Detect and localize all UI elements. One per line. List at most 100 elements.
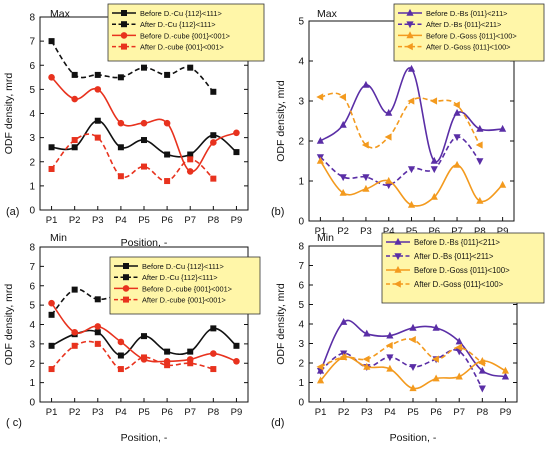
data-point xyxy=(94,329,101,336)
data-point xyxy=(117,338,125,346)
legend-swatch-marker xyxy=(406,31,414,39)
data-point xyxy=(233,129,240,137)
data-point xyxy=(48,74,55,81)
data-point xyxy=(48,144,55,151)
data-point xyxy=(117,74,124,81)
legend-entry: After D.-Goss {011}<100> xyxy=(414,280,504,289)
series-4 xyxy=(48,340,217,373)
data-point xyxy=(432,374,440,382)
data-point xyxy=(452,101,460,109)
x-tick-label: P5 xyxy=(138,215,150,226)
panel-label: ( c) xyxy=(6,417,22,429)
x-tick-label: P9 xyxy=(231,407,243,418)
data-point xyxy=(94,134,101,141)
y-tick-label: 1 xyxy=(29,181,35,192)
legend-swatch-marker xyxy=(123,263,129,269)
x-tick-label: P9 xyxy=(500,407,512,418)
x-tick-label: P9 xyxy=(497,226,509,237)
x-tick-label: P8 xyxy=(474,226,486,237)
data-point xyxy=(432,323,440,331)
y-tick-label: 1 xyxy=(298,177,304,188)
data-point xyxy=(71,137,78,144)
panel-label: (d) xyxy=(271,417,284,429)
x-tick-label: P2 xyxy=(69,215,81,226)
data-point xyxy=(362,80,370,88)
y-tick-label: 3 xyxy=(298,97,304,108)
x-tick-label: P6 xyxy=(161,215,173,226)
data-point xyxy=(187,156,194,163)
y-tick-label: 7 xyxy=(29,262,35,273)
x-tick-label: P1 xyxy=(315,407,327,418)
legend-swatch-marker xyxy=(123,296,129,303)
data-point xyxy=(455,372,463,380)
data-point xyxy=(117,352,124,359)
data-point xyxy=(164,178,171,185)
data-point xyxy=(339,188,347,196)
y-tick-label: 2 xyxy=(298,359,304,370)
data-point xyxy=(362,184,370,192)
legend-entry: Before D.-Cu {112}<111> xyxy=(142,262,224,271)
x-tick-label: P8 xyxy=(208,407,220,418)
x-tick-label: P6 xyxy=(430,407,442,418)
data-point xyxy=(163,119,171,127)
x-tick-label: P6 xyxy=(428,226,440,237)
x-tick-label: P3 xyxy=(92,215,104,226)
panel-4: 0 1 2 3 4 5 6 7 8 P1 P2 P3 P4 P5 P6 P7 P8 P9 Position, - OD… xyxy=(271,232,545,444)
series-1 xyxy=(48,117,240,158)
y-tick-label: 4 xyxy=(298,57,304,68)
data-point xyxy=(71,95,78,103)
y-tick-label: 3 xyxy=(298,339,304,350)
data-point xyxy=(316,363,324,371)
data-point xyxy=(386,354,394,362)
x-tick-label: P2 xyxy=(69,407,81,418)
data-point xyxy=(233,342,240,349)
data-point xyxy=(141,333,147,340)
data-point xyxy=(407,166,416,174)
data-point xyxy=(476,124,484,132)
legend-entry: Before D.-cube {001}<001> xyxy=(140,31,230,40)
x-tick-label: P1 xyxy=(315,226,327,237)
data-point xyxy=(478,366,486,374)
x-tick-label: P6 xyxy=(161,407,173,418)
data-point xyxy=(501,366,510,374)
legend-entry: After D.-Goss {011}<100> xyxy=(426,43,511,52)
legend-swatch-marker xyxy=(394,265,402,273)
data-point xyxy=(164,362,171,369)
data-point xyxy=(455,343,463,351)
legend-swatch-marker xyxy=(121,43,127,50)
data-point xyxy=(453,108,461,116)
data-point xyxy=(409,384,417,392)
panel-title: Min xyxy=(317,232,334,244)
data-point xyxy=(407,97,415,105)
y-tick-label: 0 xyxy=(29,398,35,409)
data-point xyxy=(339,120,347,128)
series-3 xyxy=(48,74,240,175)
x-tick-label: P8 xyxy=(208,215,220,226)
panel-title: Max xyxy=(317,8,338,20)
x-tick-label: P4 xyxy=(384,407,396,418)
series-line xyxy=(319,67,503,163)
x-tick-label: P3 xyxy=(360,226,372,237)
data-point xyxy=(316,156,324,164)
data-point xyxy=(140,119,148,127)
legend-entry: Before D.-Cu {112}<111> xyxy=(140,9,222,18)
panel-label: (b) xyxy=(271,206,284,218)
y-axis-label: ODF density, mrd xyxy=(275,283,287,365)
data-point xyxy=(386,331,394,339)
data-point xyxy=(71,144,78,151)
data-point xyxy=(210,175,217,182)
data-point xyxy=(409,364,417,371)
x-tick-label: P5 xyxy=(407,407,419,418)
data-point xyxy=(475,141,483,149)
x-tick-label: P5 xyxy=(406,226,418,237)
legend-swatch-marker xyxy=(122,285,130,292)
y-tick-label: 3 xyxy=(29,133,35,144)
y-tick-label: 6 xyxy=(298,281,304,292)
series-2 xyxy=(48,38,217,95)
data-point xyxy=(164,71,171,78)
data-point xyxy=(210,366,217,373)
data-point xyxy=(94,71,101,78)
x-tick-label: P2 xyxy=(337,226,349,237)
y-tick-label: 2 xyxy=(29,157,35,168)
